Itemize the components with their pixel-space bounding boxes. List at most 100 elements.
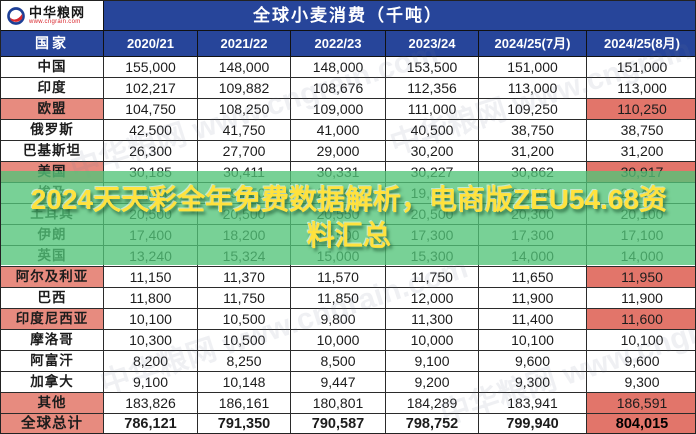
country-cell: 加拿大 xyxy=(1,372,104,393)
value-cell: 148,000 xyxy=(291,57,386,78)
column-header: 2020/21 xyxy=(104,31,198,57)
value-cell: 10,148 xyxy=(198,372,291,393)
table-row: 巴基斯坦 26,300 27,700 29,000 30,200 31,200 31,20… xyxy=(1,141,695,162)
value-cell: 11,570 xyxy=(291,267,386,288)
table-row: 摩洛哥 10,300 10,500 10,000 10,000 10,100 10,100 xyxy=(1,330,695,351)
value-cell: 148,000 xyxy=(198,57,291,78)
table-row: 其他 183,826 186,161 180,801 184,289 183,941 18… xyxy=(1,393,695,414)
value-cell: 11,850 xyxy=(291,288,386,309)
value-cell: 9,800 xyxy=(291,309,386,330)
country-cell: 全球总计 xyxy=(1,414,104,433)
table-row: 中国 155,000 148,000 148,000 153,500 151,000 15… xyxy=(1,57,695,78)
column-header: 国家 xyxy=(1,31,104,57)
value-cell: 11,900 xyxy=(479,288,587,309)
value-cell: 11,750 xyxy=(386,267,479,288)
value-cell: 31,200 xyxy=(479,141,587,162)
brand-name: 中华粮网 xyxy=(29,4,86,20)
value-cell: 26,300 xyxy=(104,141,198,162)
value-cell: 10,000 xyxy=(386,330,479,351)
value-cell: 113,000 xyxy=(479,78,587,99)
value-cell: 9,600 xyxy=(587,351,695,372)
value-cell: 186,161 xyxy=(198,393,291,414)
value-cell: 10,100 xyxy=(479,330,587,351)
value-cell: 155,000 xyxy=(104,57,198,78)
value-cell: 9,447 xyxy=(291,372,386,393)
value-cell: 11,800 xyxy=(104,288,198,309)
table-row: 阿尔及利亚 11,150 11,370 11,570 11,750 11,650 11,9… xyxy=(1,267,695,288)
value-cell: 183,826 xyxy=(104,393,198,414)
value-cell: 10,500 xyxy=(198,309,291,330)
table-row: 全球总计 786,121 791,350 790,587 798,752 799,940… xyxy=(1,414,695,433)
cngrain-logo-icon xyxy=(7,6,25,25)
value-cell: 9,100 xyxy=(104,372,198,393)
column-header: 2023/24 xyxy=(386,31,479,57)
value-cell: 153,500 xyxy=(386,57,479,78)
country-cell: 巴西 xyxy=(1,288,104,309)
value-cell: 11,150 xyxy=(104,267,198,288)
value-cell: 112,356 xyxy=(386,78,479,99)
value-cell: 9,100 xyxy=(386,351,479,372)
value-cell: 10,100 xyxy=(587,330,695,351)
promo-text-line2: 料汇总 xyxy=(306,220,391,251)
value-cell: 791,350 xyxy=(198,414,291,433)
promo-watermark-banner: 2024天天彩全年免费数据解析，电商版ZEU54.68资 料汇总 xyxy=(1,171,695,265)
country-cell: 摩洛哥 xyxy=(1,330,104,351)
value-cell: 186,591 xyxy=(587,393,695,414)
country-cell: 印度尼西亚 xyxy=(1,309,104,330)
table-header-row: 国家 2020/21 2021/22 2022/23 2023/24 2024/25(7月… xyxy=(1,31,695,57)
table-row: 印度尼西亚 10,100 10,500 9,800 11,300 11,400 11,60… xyxy=(1,309,695,330)
value-cell: 11,650 xyxy=(479,267,587,288)
value-cell: 10,300 xyxy=(104,330,198,351)
value-cell: 109,250 xyxy=(479,99,587,120)
value-cell: 151,000 xyxy=(587,57,695,78)
title-bar: 中华粮网 www.cngrain.com 全球小麦消费（千吨） xyxy=(1,1,695,31)
value-cell: 11,750 xyxy=(198,288,291,309)
table-row: 欧盟 104,750 108,250 109,000 111,000 109,250 11… xyxy=(1,99,695,120)
value-cell: 108,250 xyxy=(198,99,291,120)
value-cell: 110,250 xyxy=(587,99,695,120)
table-row: 印度 102,217 109,882 108,676 112,356 113,000 11… xyxy=(1,78,695,99)
brand-url: www.cngrain.com xyxy=(29,18,81,25)
table-row: 巴西 11,800 11,750 11,850 12,000 11,900 11,900 xyxy=(1,288,695,309)
value-cell: 11,600 xyxy=(587,309,695,330)
value-cell: 790,587 xyxy=(291,414,386,433)
value-cell: 9,300 xyxy=(587,372,695,393)
value-cell: 11,300 xyxy=(386,309,479,330)
value-cell: 41,000 xyxy=(291,120,386,141)
brand-logo-area: 中华粮网 www.cngrain.com xyxy=(1,1,104,30)
value-cell: 11,950 xyxy=(587,267,695,288)
value-cell: 102,217 xyxy=(104,78,198,99)
column-header: 2021/22 xyxy=(198,31,291,57)
value-cell: 108,676 xyxy=(291,78,386,99)
country-cell: 阿富汗 xyxy=(1,351,104,372)
value-cell: 38,750 xyxy=(479,120,587,141)
value-cell: 9,600 xyxy=(479,351,587,372)
value-cell: 12,000 xyxy=(386,288,479,309)
value-cell: 798,752 xyxy=(386,414,479,433)
value-cell: 9,200 xyxy=(386,372,479,393)
country-cell: 阿尔及利亚 xyxy=(1,267,104,288)
country-cell: 俄罗斯 xyxy=(1,120,104,141)
value-cell: 11,900 xyxy=(587,288,695,309)
value-cell: 184,289 xyxy=(386,393,479,414)
value-cell: 111,000 xyxy=(386,99,479,120)
column-header: 2022/23 xyxy=(291,31,386,57)
value-cell: 183,941 xyxy=(479,393,587,414)
value-cell: 8,250 xyxy=(198,351,291,372)
country-cell: 巴基斯坦 xyxy=(1,141,104,162)
value-cell: 113,000 xyxy=(587,78,695,99)
value-cell: 180,801 xyxy=(291,393,386,414)
value-cell: 10,500 xyxy=(198,330,291,351)
value-cell: 8,200 xyxy=(104,351,198,372)
value-cell: 799,940 xyxy=(479,414,587,433)
column-header: 2024/25(7月) xyxy=(479,31,587,57)
value-cell: 8,500 xyxy=(291,351,386,372)
value-cell: 804,015 xyxy=(587,414,695,433)
country-cell: 中国 xyxy=(1,57,104,78)
value-cell: 42,500 xyxy=(104,120,198,141)
value-cell: 30,200 xyxy=(386,141,479,162)
value-cell: 40,500 xyxy=(386,120,479,141)
table-row: 加拿大 9,100 10,148 9,447 9,200 9,300 9,300 xyxy=(1,372,695,393)
value-cell: 29,000 xyxy=(291,141,386,162)
